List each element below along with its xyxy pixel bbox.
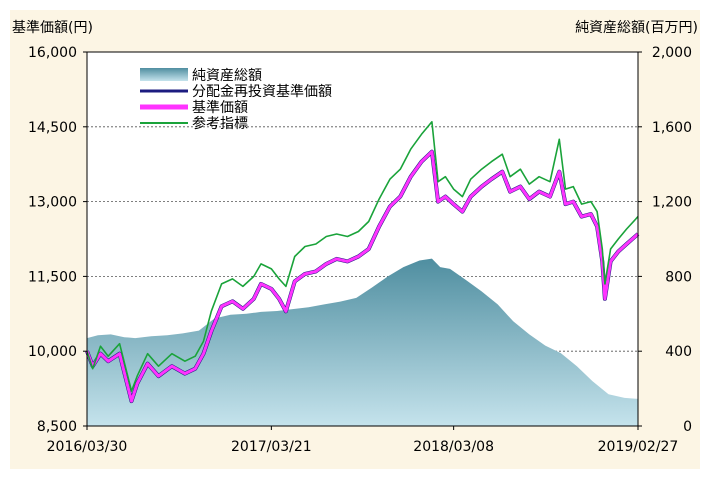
y-left-ticks: 8,500 10,000 11,500 13,000 14,500 16,000: [28, 45, 87, 435]
y-left-tick-label-0: 8,500: [37, 419, 77, 435]
series-net-assets-area: [87, 258, 638, 426]
legend: 純資産総額 分配金再投資基準価額 基準価額 参考指標: [140, 68, 332, 132]
y-right-tick-label-3: 1,200: [652, 195, 692, 211]
area-layer: [87, 258, 638, 426]
y-left-tick-label-2: 11,500: [28, 269, 77, 285]
y-right-tick-label-1: 400: [665, 344, 692, 360]
x-tick-label-3: 2019/02/27: [598, 439, 679, 455]
plot-border: [86, 51, 639, 427]
y-right-tick-label-4: 1,600: [652, 120, 692, 136]
y-left-title: 基準価額(円): [12, 19, 93, 36]
y-left-tick-label-3: 13,000: [28, 195, 77, 211]
y-right-tick-label-0: 0: [683, 419, 692, 435]
y-left-tick-label-5: 16,000: [28, 45, 77, 61]
y-left-tick-label-1: 10,000: [28, 344, 77, 360]
y-right-tick-label-2: 800: [665, 269, 692, 285]
series-benchmark-line: [86, 121, 639, 392]
y-left-tick-label-4: 14,500: [28, 120, 77, 136]
legend-label-benchmark: 参考指標: [192, 115, 248, 132]
y-right-ticks: 0 400 800 1,200 1,600 2,000: [638, 45, 692, 435]
x-tick-label-0: 2016/03/30: [47, 439, 128, 455]
y-right-title: 純資産総額(百万円): [575, 20, 698, 36]
x-tick-label-1: 2017/03/21: [231, 439, 312, 455]
series-nav-line: [85, 150, 639, 403]
x-ticks: 2016/03/30 2017/03/21 2018/03/08 2019/02/27: [47, 426, 679, 455]
legend-label-reinvest: 分配金再投資基準価額: [192, 83, 332, 100]
legend-swatch-net-assets: [140, 68, 188, 81]
x-tick-label-2: 2018/03/08: [413, 439, 494, 455]
legend-label-nav: 基準価額: [192, 99, 248, 116]
y-right-tick-label-5: 2,000: [652, 45, 692, 61]
legend-label-net-assets: 純資産総額: [192, 68, 262, 84]
line-layer: [85, 121, 640, 404]
